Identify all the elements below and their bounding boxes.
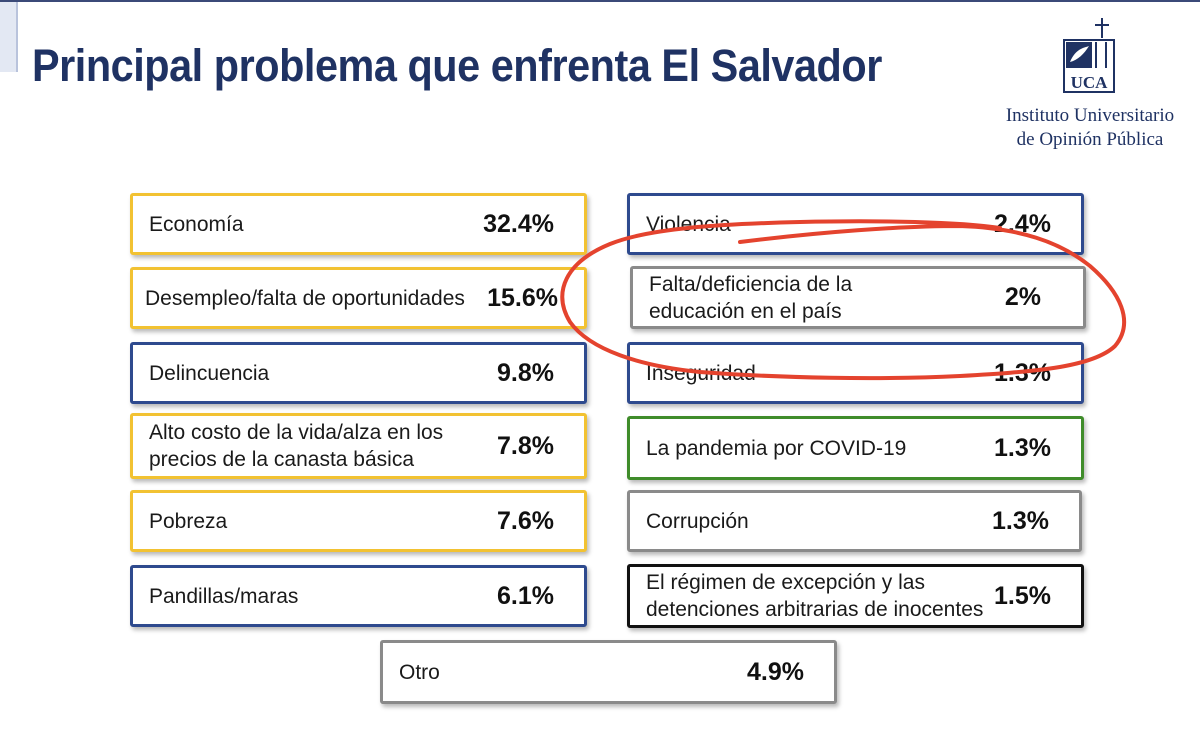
item-label: El régimen de excepción y las detencione… [646,571,984,621]
item-value: 6.1% [497,581,554,610]
item-box-desempleo: Desempleo/falta de oportunidades 15.6% [130,267,587,329]
item-box-otro: Otro 4.9% [380,640,837,704]
item-label: Inseguridad [646,361,756,385]
item-value: 32.4% [483,209,554,238]
item-value: 2.4% [994,209,1051,238]
page-title: Principal problema que enfrenta El Salva… [32,40,882,91]
institution-line-2: de Opinión Pública [1016,129,1164,150]
item-label: Desempleo/falta de oportunidades [145,286,465,310]
item-box-inseguridad: Inseguridad 1.3% [627,342,1084,404]
item-label: Alto costo de la vida/alza en los precio… [149,421,444,471]
item-value: 7.6% [497,506,554,535]
item-value: 4.9% [747,657,804,686]
item-box-pobreza: Pobreza 7.6% [130,490,587,552]
item-value: 9.8% [497,358,554,387]
item-label: Falta/deficiencia de la educación en el … [649,272,853,323]
item-box-economia: Economía 32.4% [130,193,587,255]
logo-letters: UCA [1071,73,1109,92]
institution-line-1: Instituto Universitario [1005,105,1175,126]
item-box-delincuencia: Delincuencia 9.8% [130,342,587,404]
item-value: 1.3% [992,506,1049,535]
item-box-educacion: Falta/deficiencia de la educación en el … [630,266,1086,329]
item-value: 2% [1004,283,1041,311]
item-value: 1.3% [994,433,1051,462]
item-label: Otro [399,660,440,684]
slide-edge-tab [0,2,18,72]
item-box-alto-costo: Alto costo de la vida/alza en los precio… [130,413,587,479]
item-box-violencia: Violencia 2.4% [627,193,1084,255]
item-label: Corrupción [646,509,749,533]
item-label: Delincuencia [149,361,270,385]
item-label: Pandillas/maras [149,584,299,608]
item-value: 1.3% [994,358,1051,387]
item-box-corrupcion: Corrupción 1.3% [627,490,1082,552]
institution-name: Instituto Universitario de Opinión Públi… [990,104,1190,152]
item-label: La pandemia por COVID-19 [646,436,907,460]
item-label: Violencia [646,212,731,236]
uca-logo-icon: UCA [1063,18,1115,93]
item-box-regimen: El régimen de excepción y las detencione… [627,564,1084,628]
item-box-pandillas: Pandillas/maras 6.1% [130,565,587,627]
item-label: Pobreza [149,509,228,533]
item-value: 7.8% [497,431,554,460]
top-border-line [0,0,1200,2]
item-value: 1.5% [994,581,1051,610]
item-box-covid: La pandemia por COVID-19 1.3% [627,416,1084,480]
item-value: 15.6% [487,283,558,312]
item-label: Economía [149,212,244,236]
